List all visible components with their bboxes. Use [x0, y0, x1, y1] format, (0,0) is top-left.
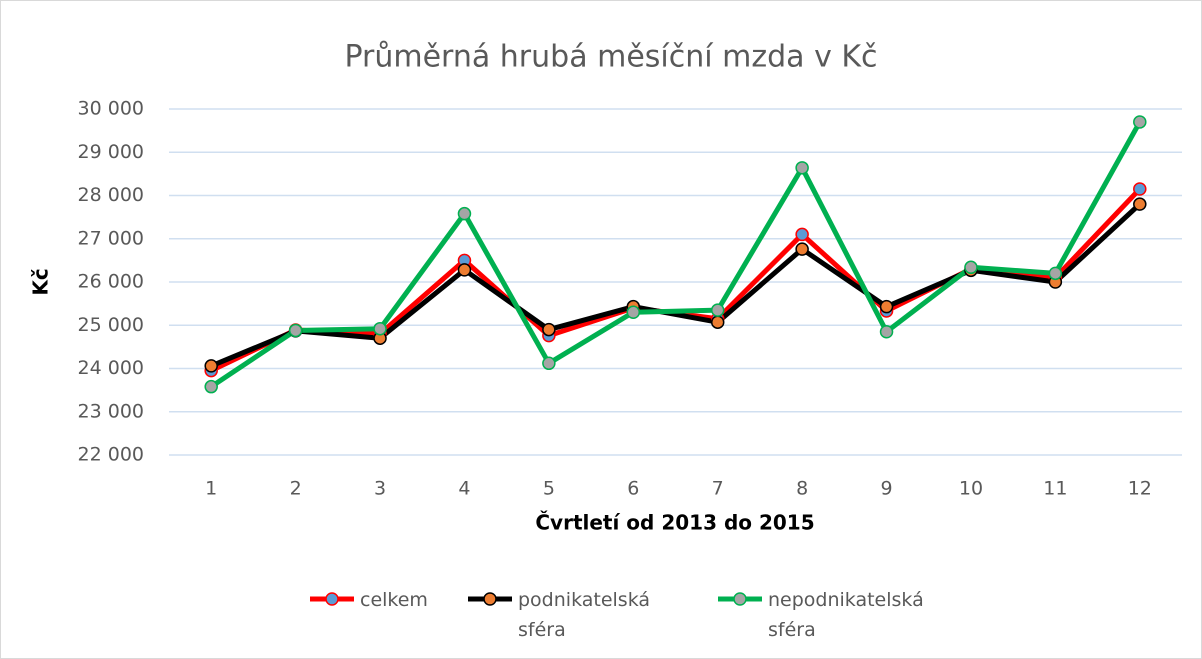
data-point	[288, 323, 303, 338]
legend-marker	[483, 592, 497, 606]
x-tick-label: 7	[712, 478, 724, 500]
legend-label: celkem	[360, 589, 428, 611]
y-tick-label: 29 000	[78, 141, 144, 163]
data-point	[457, 206, 472, 221]
y-axis-title: Kč	[29, 268, 53, 295]
x-tick-label: 1	[205, 478, 217, 500]
legend-label: podnikatelská sféra	[518, 589, 651, 641]
y-tick-label: 27 000	[78, 227, 144, 249]
chart-title: Průměrná hrubá měsíční mzda v Kč	[344, 40, 877, 75]
data-point	[542, 322, 556, 337]
data-point	[710, 315, 725, 329]
x-tick-label: 2	[290, 478, 302, 500]
data-point	[1133, 115, 1147, 129]
legend-marker	[733, 592, 747, 606]
data-point	[795, 242, 809, 256]
legend-item	[468, 592, 512, 606]
legend-item	[718, 592, 762, 606]
data-point	[373, 321, 387, 336]
y-tick-label: 22 000	[78, 444, 144, 466]
data-point	[1133, 197, 1147, 211]
legend-marker	[325, 592, 339, 606]
x-axis-title: Čvrtletí od 2013 do 2015	[535, 511, 814, 535]
data-point	[964, 260, 978, 275]
x-tick-label: 10	[959, 478, 983, 500]
data-point	[795, 227, 809, 242]
data-point	[204, 359, 218, 373]
y-tick-label: 23 000	[78, 400, 144, 422]
data-point	[457, 263, 472, 277]
x-tick-label: 11	[1043, 478, 1067, 500]
data-point	[1133, 182, 1147, 196]
data-point	[204, 379, 218, 394]
y-tick-label: 28 000	[78, 184, 144, 206]
data-point	[542, 356, 556, 371]
series-line	[210, 202, 1142, 369]
x-tick-label: 4	[458, 478, 470, 500]
x-tick-label: 9	[880, 478, 892, 500]
y-tick-label: 25 000	[78, 314, 144, 336]
x-tick-label: 5	[543, 478, 555, 500]
x-tick-label: 8	[796, 478, 808, 500]
series-line	[209, 120, 1142, 389]
y-tick-label: 24 000	[78, 357, 144, 379]
data-point	[879, 324, 894, 339]
data-point	[879, 299, 894, 314]
y-tick-label: 26 000	[78, 271, 144, 293]
data-point	[626, 305, 641, 320]
x-tick-label: 6	[627, 478, 639, 500]
data-point	[1048, 266, 1063, 281]
legend-label: nepodnikatelská sféra	[768, 589, 924, 641]
data-point	[795, 161, 809, 175]
legend-item	[310, 592, 354, 606]
data-point	[710, 303, 725, 317]
x-tick-label: 3	[374, 478, 386, 500]
y-tick-label: 30 000	[78, 98, 144, 120]
x-tick-label: 12	[1128, 478, 1152, 500]
